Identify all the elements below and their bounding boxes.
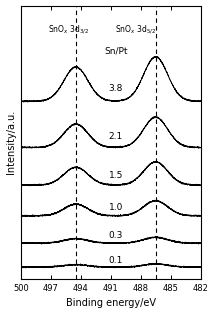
Text: Sn/Pt: Sn/Pt xyxy=(104,46,128,55)
Text: 3.8: 3.8 xyxy=(108,84,123,93)
Text: SnO$_x$ 3d$_{5/2}$: SnO$_x$ 3d$_{5/2}$ xyxy=(115,24,156,36)
Text: 1.0: 1.0 xyxy=(108,203,123,212)
Text: 0.3: 0.3 xyxy=(108,231,123,240)
Text: 0.1: 0.1 xyxy=(108,256,123,265)
Text: 1.5: 1.5 xyxy=(108,171,123,180)
Y-axis label: Intensity/a.u.: Intensity/a.u. xyxy=(6,110,16,174)
Text: SnO$_x$ 3d$_{3/2}$: SnO$_x$ 3d$_{3/2}$ xyxy=(48,24,90,36)
Text: 2.1: 2.1 xyxy=(109,132,123,141)
X-axis label: Binding energy/eV: Binding energy/eV xyxy=(66,298,156,308)
